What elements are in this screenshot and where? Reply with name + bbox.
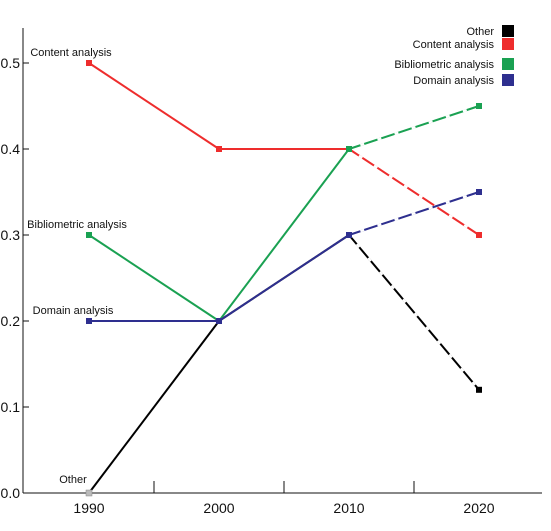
data-point	[476, 103, 482, 109]
series-segment-gap	[348, 104, 480, 151]
series-segment	[88, 62, 220, 150]
data-point	[86, 232, 92, 238]
y-tick-label: 0.0	[1, 485, 21, 501]
data-point	[346, 232, 352, 238]
legend-swatch	[502, 25, 514, 37]
legend-label: Bibliometric analysis	[394, 59, 494, 71]
series-segment-gap	[348, 234, 480, 391]
series-domain-analysis	[86, 189, 482, 324]
series-start-label: Other	[59, 474, 87, 486]
data-point	[476, 386, 482, 393]
data-point	[476, 189, 482, 195]
series-layer	[85, 60, 482, 497]
series-content-analysis	[86, 60, 482, 238]
data-point	[86, 318, 92, 324]
series-labels: Other Content analysis Bibliometric analys…	[27, 47, 127, 486]
series-segment	[348, 148, 480, 236]
legend-swatch	[502, 38, 514, 50]
legend-label: Other	[466, 26, 494, 38]
data-point	[86, 60, 92, 66]
x-tick-label: 1990	[73, 500, 104, 516]
legend-label: Domain analysis	[413, 75, 494, 87]
y-tick-label: 0.5	[1, 55, 21, 71]
x-tick-label: 2000	[203, 500, 234, 516]
series-segment	[88, 234, 220, 322]
legend-label: Content analysis	[413, 39, 495, 51]
series-start-label: Content analysis	[30, 47, 112, 59]
y-tick-label: 0.1	[1, 399, 21, 415]
x-tick-label: 2020	[463, 500, 494, 516]
series-segment	[88, 320, 220, 494]
series-start-label: Domain analysis	[33, 305, 114, 317]
data-point	[85, 489, 93, 497]
data-point	[216, 318, 222, 324]
series-segment	[218, 234, 350, 322]
data-point	[476, 232, 482, 238]
y-tick-label: 0.3	[1, 227, 21, 243]
y-tick-label: 0.4	[1, 141, 21, 157]
legend-swatch	[502, 58, 514, 70]
data-point	[346, 146, 352, 152]
y-tick-label: 0.2	[1, 313, 21, 329]
axes: 0.0 0.1 0.2 0.3 0.4 0.5 1990 2000 2010 2020	[1, 28, 542, 516]
series-start-label: Bibliometric analysis	[27, 219, 127, 231]
data-point	[216, 146, 222, 152]
series-bibliometric-analysis	[86, 103, 482, 324]
series-segment	[218, 148, 350, 322]
legend-swatch	[502, 74, 514, 86]
series-segment-gap	[348, 190, 480, 237]
x-tick-label: 2010	[333, 500, 364, 516]
